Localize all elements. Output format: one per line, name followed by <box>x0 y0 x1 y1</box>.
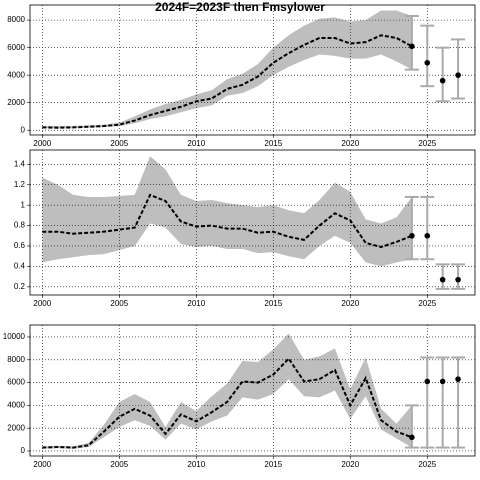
y-tick-label: 1 <box>21 200 26 209</box>
y-tick-label: 2000 <box>7 98 25 107</box>
x-tick-label: 2000 <box>33 139 51 148</box>
y-tick-label: 6000 <box>7 378 25 387</box>
y-tick-label: 0.4 <box>14 262 26 271</box>
y-tick-label: 4000 <box>7 70 25 79</box>
y-tick-label: 1.4 <box>14 159 26 168</box>
projection-point <box>455 376 461 382</box>
x-tick-label: 2010 <box>187 460 205 469</box>
x-tick-label: 2025 <box>418 139 436 148</box>
confidence-band <box>42 10 412 129</box>
x-tick-label: 2005 <box>110 299 128 308</box>
x-tick-label: 2010 <box>187 139 205 148</box>
projection-point <box>439 77 446 84</box>
projection-point <box>455 72 461 78</box>
x-tick-label: 2015 <box>264 460 282 469</box>
y-tick-label: 10000 <box>3 332 26 341</box>
projection-point <box>424 232 431 239</box>
y-tick-label: 8000 <box>7 355 25 364</box>
x-tick-label: 2005 <box>110 139 128 148</box>
projection-point <box>424 59 431 66</box>
chart-title: 2024F=2023F then Fmsylower <box>155 0 325 14</box>
y-tick-label: 1.2 <box>14 180 26 189</box>
confidence-band <box>42 333 412 449</box>
confidence-band <box>42 156 412 267</box>
point <box>409 434 415 441</box>
projection-point <box>439 378 446 385</box>
y-tick-label: 0.6 <box>14 241 26 250</box>
x-tick-label: 2025 <box>418 299 436 308</box>
median-line <box>42 34 413 129</box>
y-tick-label: 2000 <box>7 423 25 432</box>
x-tick-label: 2025 <box>418 460 436 469</box>
projection-point <box>424 378 431 385</box>
x-tick-label: 2020 <box>341 460 359 469</box>
y-tick-label: 0 <box>21 446 26 455</box>
projection-point <box>455 276 461 283</box>
plot-frame <box>29 149 476 296</box>
projection-point <box>439 276 446 283</box>
median-line <box>42 357 413 449</box>
median-line <box>42 193 413 249</box>
x-tick-label: 2015 <box>264 299 282 308</box>
plot-frame <box>29 324 476 457</box>
y-tick-label: 0.2 <box>14 282 26 291</box>
x-tick-label: 2000 <box>33 460 51 469</box>
x-tick-label: 2020 <box>341 299 359 308</box>
plot-frame <box>29 4 476 136</box>
y-tick-label: 8000 <box>7 15 25 24</box>
y-tick-label: 0 <box>21 125 26 134</box>
x-tick-label: 2005 <box>110 460 128 469</box>
point <box>409 43 415 50</box>
y-tick-label: 6000 <box>7 43 25 52</box>
x-tick-label: 2000 <box>33 299 51 308</box>
x-tick-label: 2015 <box>264 139 282 148</box>
y-tick-label: 0.8 <box>14 221 26 230</box>
x-tick-label: 2020 <box>341 139 359 148</box>
point <box>409 232 415 239</box>
y-tick-label: 4000 <box>7 400 25 409</box>
x-tick-label: 2010 <box>187 299 205 308</box>
